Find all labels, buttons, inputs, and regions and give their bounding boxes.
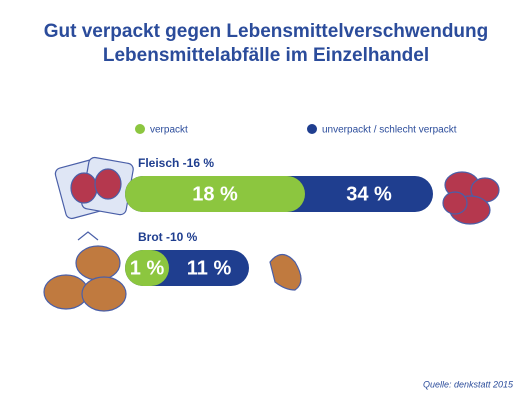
legend-swatch (135, 124, 145, 134)
legend-swatch (307, 124, 317, 134)
category-label: Fleisch -16 % (138, 156, 214, 170)
meat-icon (442, 171, 500, 225)
legend-label: unverpackt / schlecht verpackt (322, 125, 457, 136)
bread-icon (43, 231, 127, 312)
legend-label: verpackt (150, 125, 188, 136)
chart-subtitle: Lebensmittelabfälle im Einzelhandel (103, 45, 429, 66)
source: Quelle: denkstatt 2015 (423, 379, 514, 389)
category-label: Brot -10 % (138, 230, 198, 244)
value-label: 1 % (130, 257, 165, 279)
meat-pack-icon (54, 156, 134, 220)
bread-half-icon (269, 253, 302, 291)
bar (125, 250, 169, 286)
value-label: 34 % (346, 183, 392, 205)
chart-title: Gut verpackt gegen Lebensmittelverschwen… (44, 21, 489, 42)
value-label: 11 % (187, 257, 232, 279)
bar (125, 176, 305, 212)
value-label: 18 % (192, 183, 238, 205)
